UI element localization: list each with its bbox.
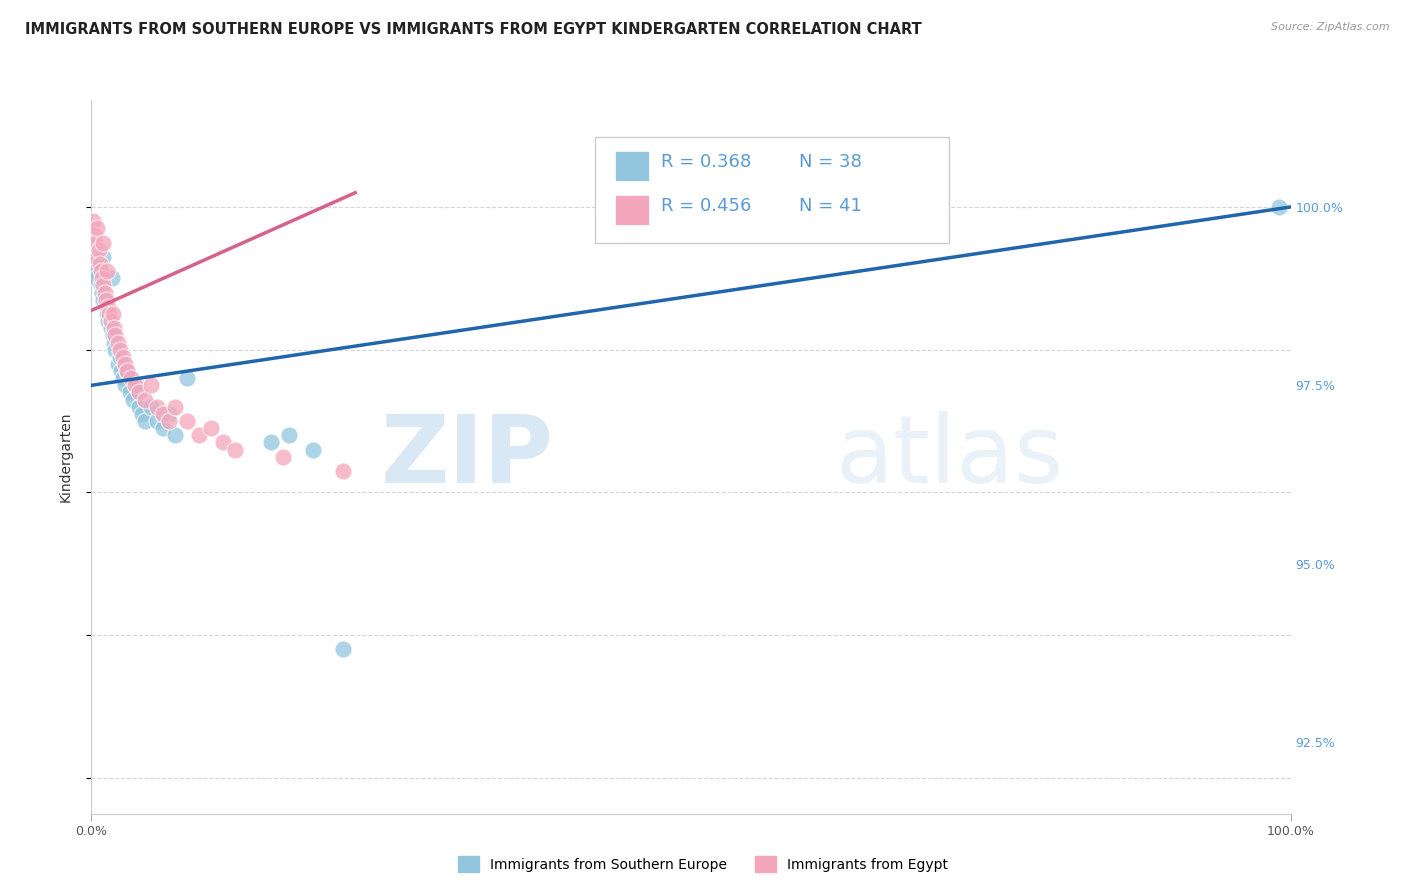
Point bbox=[188, 428, 211, 442]
Legend: Immigrants from Southern Europe, Immigrants from Egypt: Immigrants from Southern Europe, Immigra… bbox=[453, 851, 953, 878]
Point bbox=[93, 285, 115, 300]
Point bbox=[89, 257, 111, 271]
Point bbox=[117, 364, 139, 378]
Point bbox=[157, 407, 180, 421]
Point bbox=[103, 335, 125, 350]
Text: N = 38: N = 38 bbox=[799, 153, 862, 171]
Point bbox=[224, 442, 246, 457]
Point bbox=[128, 400, 150, 414]
Point bbox=[107, 335, 129, 350]
Point bbox=[114, 378, 136, 392]
Point bbox=[101, 328, 124, 343]
Point bbox=[93, 293, 115, 307]
Point bbox=[152, 407, 174, 421]
Point bbox=[91, 285, 114, 300]
Point bbox=[98, 307, 121, 321]
Point bbox=[152, 421, 174, 435]
Point bbox=[82, 214, 104, 228]
Point bbox=[165, 400, 187, 414]
Point bbox=[200, 421, 222, 435]
FancyBboxPatch shape bbox=[595, 137, 949, 243]
Point bbox=[94, 300, 117, 314]
Point bbox=[332, 464, 354, 478]
Text: ZIP: ZIP bbox=[380, 410, 553, 503]
Point bbox=[131, 407, 153, 421]
Point bbox=[96, 264, 118, 278]
Point bbox=[94, 293, 117, 307]
Point bbox=[97, 314, 120, 328]
Point bbox=[90, 278, 112, 293]
Point bbox=[96, 307, 118, 321]
Point bbox=[110, 364, 132, 378]
Point bbox=[1267, 200, 1289, 214]
Point bbox=[157, 414, 180, 428]
Point bbox=[97, 300, 120, 314]
Point bbox=[125, 378, 148, 392]
Point bbox=[124, 378, 146, 392]
Point bbox=[101, 307, 124, 321]
Point bbox=[84, 250, 107, 264]
Point bbox=[107, 357, 129, 371]
Point bbox=[87, 243, 110, 257]
Point bbox=[104, 343, 127, 357]
Point bbox=[83, 228, 105, 243]
Point bbox=[108, 343, 131, 357]
Point bbox=[260, 435, 283, 450]
Point bbox=[84, 264, 107, 278]
Text: Source: ZipAtlas.com: Source: ZipAtlas.com bbox=[1271, 22, 1389, 32]
Point bbox=[271, 450, 294, 464]
Point bbox=[146, 400, 169, 414]
Point bbox=[100, 321, 122, 335]
Point bbox=[103, 321, 125, 335]
Point bbox=[100, 314, 122, 328]
Point bbox=[134, 414, 156, 428]
FancyBboxPatch shape bbox=[616, 194, 650, 225]
Text: atlas: atlas bbox=[835, 410, 1063, 503]
Point bbox=[176, 371, 198, 385]
Point bbox=[146, 414, 169, 428]
Text: R = 0.456: R = 0.456 bbox=[661, 196, 751, 214]
Point bbox=[91, 271, 114, 285]
Point bbox=[111, 371, 134, 385]
Point bbox=[84, 235, 107, 250]
Text: IMMIGRANTS FROM SOUTHERN EUROPE VS IMMIGRANTS FROM EGYPT KINDERGARTEN CORRELATIO: IMMIGRANTS FROM SOUTHERN EUROPE VS IMMIG… bbox=[25, 22, 922, 37]
Point bbox=[141, 378, 163, 392]
FancyBboxPatch shape bbox=[616, 151, 650, 180]
Point bbox=[84, 271, 107, 285]
Point bbox=[212, 435, 235, 450]
Point bbox=[93, 278, 115, 293]
Point bbox=[302, 442, 325, 457]
Point bbox=[176, 414, 198, 428]
Point bbox=[114, 357, 136, 371]
Point bbox=[117, 364, 139, 378]
Point bbox=[332, 642, 354, 657]
Point bbox=[128, 385, 150, 400]
Point bbox=[118, 385, 141, 400]
Point bbox=[111, 350, 134, 364]
Point bbox=[83, 257, 105, 271]
Point bbox=[90, 264, 112, 278]
Point bbox=[141, 400, 163, 414]
Point bbox=[101, 271, 124, 285]
Point bbox=[93, 250, 115, 264]
Point bbox=[104, 328, 127, 343]
Point bbox=[120, 371, 142, 385]
Point bbox=[86, 221, 108, 235]
Point bbox=[108, 350, 131, 364]
Point bbox=[278, 428, 301, 442]
Text: N = 41: N = 41 bbox=[799, 196, 862, 214]
Point bbox=[122, 392, 145, 407]
Point bbox=[93, 235, 115, 250]
Point bbox=[134, 392, 156, 407]
Y-axis label: Kindergarten: Kindergarten bbox=[59, 411, 73, 502]
Point bbox=[165, 428, 187, 442]
Text: R = 0.368: R = 0.368 bbox=[661, 153, 751, 171]
